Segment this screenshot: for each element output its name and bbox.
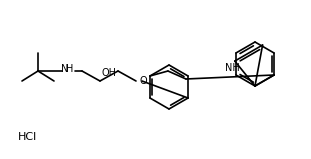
Text: N: N — [61, 64, 69, 74]
Text: H: H — [66, 64, 74, 74]
Text: NH: NH — [225, 63, 240, 73]
Text: O: O — [139, 76, 146, 86]
Text: OH: OH — [102, 68, 117, 78]
Text: HCl: HCl — [18, 132, 37, 142]
